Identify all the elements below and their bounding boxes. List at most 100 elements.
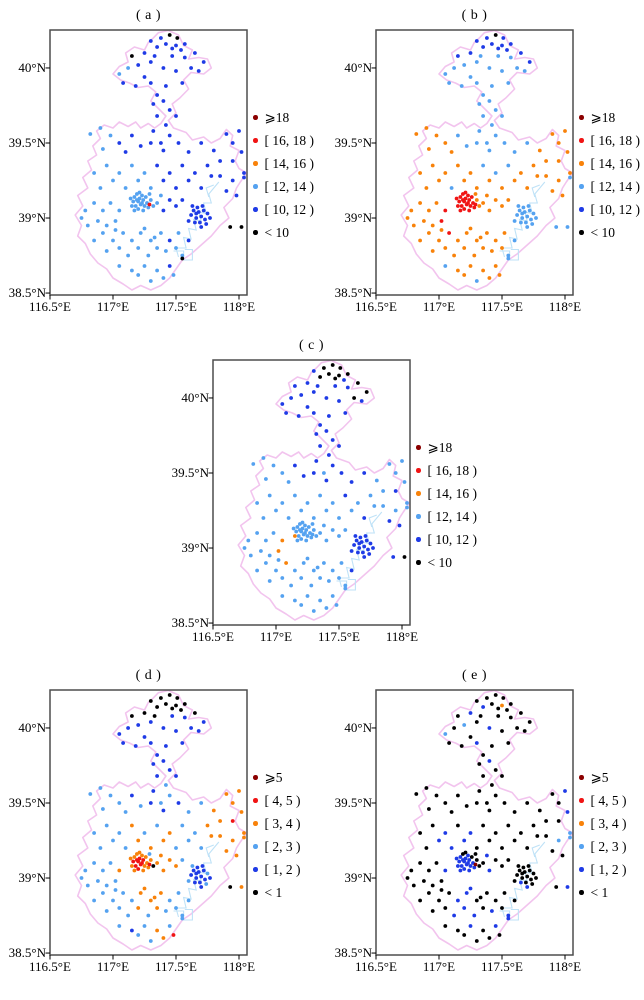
legend-dot-icon [253,161,258,166]
legend-item: ⩾18 [579,110,640,125]
legend-label: [ 12, 14 ) [427,509,478,524]
legend-label: [ 16, 18 ) [264,133,315,148]
legend: ⩾18 [ 16, 18 ) [ 14, 16 ) [ 12, 14 ) [ 1… [416,440,477,570]
legend-label: ⩾18 [590,110,616,125]
legend-dot-icon [579,184,584,189]
panel-b: ( b ) 40°N 39.5°N 39°N 38.5°N 116.5°E 11… [326,0,644,330]
legend-dot-icon [253,184,258,189]
panel-c: ( c ) 40°N 39.5°N 39°N 38.5°N 116.5°E 11… [163,330,485,660]
legend: ⩾18 [ 16, 18 ) [ 14, 16 ) [ 12, 14 ) [ 1… [579,110,640,240]
legend-item: [ 1, 2 ) [579,862,627,877]
legend-item: [ 4, 5 ) [253,793,301,808]
legend-dot-icon [579,207,584,212]
map-plot [45,29,248,300]
x-tick-label: 116.5°E [355,959,397,974]
legend-label: [ 12, 14 ) [264,179,315,194]
legend-label: [ 4, 5 ) [590,793,627,808]
x-tick-label: 116.5°E [29,959,71,974]
panel-title: ( b ) [461,8,488,23]
y-tick-label: 39°N [181,540,209,555]
y-tick-label: 39.5°N [334,135,372,150]
legend-item: [ 16, 18 ) [253,133,314,148]
legend-item: < 10 [253,225,314,240]
x-tick-label: 117°E [422,959,456,974]
legend-dot-icon [579,821,584,826]
legend-label: < 1 [590,885,609,900]
legend-item: [ 2, 3 ) [579,839,627,854]
legend-label: ⩾5 [264,770,283,785]
legend-dot-icon [579,115,584,120]
x-tick-label: 117.5°E [481,959,523,974]
x-tick-label: 118°E [222,299,256,314]
legend: ⩾5 [ 4, 5 ) [ 3, 4 ) [ 2, 3 ) [ 1, 2 ) <… [579,770,627,900]
legend-item: [ 2, 3 ) [253,839,301,854]
legend-dot-icon [253,775,258,780]
legend-label: < 1 [264,885,283,900]
legend-label: [ 10, 12 ) [427,532,478,547]
legend-item: [ 14, 16 ) [579,156,640,171]
x-tick-label: 118°E [548,299,582,314]
map-plot [371,689,574,960]
legend-label: [ 12, 14 ) [590,179,641,194]
x-tick-label: 117.5°E [155,959,197,974]
legend-item: [ 16, 18 ) [579,133,640,148]
legend-label: [ 14, 16 ) [264,156,315,171]
y-tick-label: 39°N [344,210,372,225]
legend-item: [ 14, 16 ) [253,156,314,171]
legend-dot-icon [579,230,584,235]
legend-item: [ 4, 5 ) [579,793,627,808]
y-tick-label: 39°N [344,870,372,885]
panel-e: ( e ) 40°N 39.5°N 39°N 38.5°N 116.5°E 11… [326,660,644,990]
legend-item: ⩾5 [253,770,301,785]
legend-label: ⩾18 [427,440,453,455]
legend-label: [ 2, 3 ) [264,839,301,854]
legend-item: [ 12, 14 ) [253,179,314,194]
legend-label: [ 1, 2 ) [590,862,627,877]
y-tick-label: 40°N [181,390,209,405]
legend-dot-icon [416,491,421,496]
legend-item: ⩾18 [416,440,477,455]
legend-item: [ 1, 2 ) [253,862,301,877]
panel-title: ( d ) [135,668,162,683]
legend-item: < 10 [416,555,477,570]
legend-label: ⩾5 [590,770,609,785]
x-tick-label: 116.5°E [192,629,234,644]
panel-title: ( a ) [135,8,162,23]
legend-dot-icon [253,821,258,826]
panel-d: ( d ) 40°N 39.5°N 39°N 38.5°N 116.5°E 11… [0,660,322,990]
panel-title: ( e ) [461,668,488,683]
legend-dot-icon [253,207,258,212]
legend-label: [ 16, 18 ) [590,133,641,148]
legend-dot-icon [579,890,584,895]
legend-item: [ 16, 18 ) [416,463,477,478]
legend-item: [ 14, 16 ) [416,486,477,501]
legend-label: [ 2, 3 ) [590,839,627,854]
panel-a: ( a ) 40°N 39.5°N 39°N 38.5°N 116.5°E 11… [0,0,322,330]
y-tick-label: 40°N [18,60,46,75]
legend-label: [ 10, 12 ) [264,202,315,217]
legend-dot-icon [253,890,258,895]
legend-item: [ 10, 12 ) [579,202,640,217]
map-plot [45,689,248,960]
legend-dot-icon [416,537,421,542]
y-tick-label: 39.5°N [8,135,46,150]
legend-label: [ 14, 16 ) [427,486,478,501]
x-tick-label: 117.5°E [155,299,197,314]
map-plot [371,29,574,300]
legend-label: < 10 [264,225,290,240]
legend-dot-icon [253,138,258,143]
legend-label: ⩾18 [264,110,290,125]
x-tick-label: 118°E [548,959,582,974]
legend-dot-icon [416,468,421,473]
map-plot [208,359,411,630]
y-tick-label: 40°N [18,720,46,735]
x-tick-label: 117°E [96,299,130,314]
x-tick-label: 117°E [259,629,293,644]
y-tick-label: 39°N [18,870,46,885]
x-tick-label: 116.5°E [29,299,71,314]
y-tick-label: 40°N [344,60,372,75]
legend-item: < 1 [579,885,627,900]
x-tick-label: 117.5°E [481,299,523,314]
legend-item: [ 12, 14 ) [416,509,477,524]
